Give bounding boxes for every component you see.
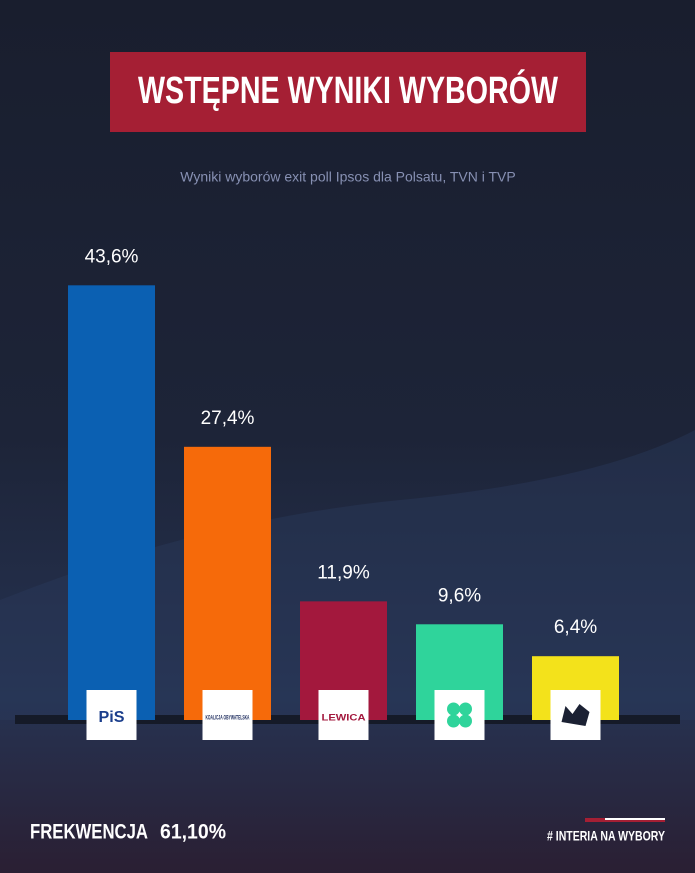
party-logo-text: KOALICJA OBYWATELSKA	[206, 716, 250, 722]
party-logo-text: LEWICA	[322, 712, 367, 722]
bar	[184, 446, 271, 720]
value-label: 9,6%	[438, 585, 481, 606]
value-label: 6,4%	[554, 617, 597, 638]
value-label: 43,6%	[85, 246, 139, 267]
brand: # INTERIA NA WYBORY	[547, 828, 665, 844]
background-wave	[0, 430, 695, 720]
clover-leaf	[447, 714, 460, 728]
clover-leaf	[459, 702, 472, 716]
crown-icon	[561, 704, 590, 726]
party-logo-box	[202, 690, 253, 740]
party-logo-box	[318, 690, 369, 740]
title-box	[110, 52, 586, 132]
brand-line-white	[605, 818, 665, 820]
party-logo-box	[86, 690, 137, 740]
chart-subtitle: Wyniki wyborów exit poll Ipsos dla Polsa…	[180, 169, 516, 185]
value-label: 27,4%	[201, 408, 255, 429]
turnout-value: 61,10%	[160, 821, 226, 844]
clover-leaf	[447, 702, 460, 716]
party-logo-box	[434, 690, 485, 740]
bar	[68, 285, 155, 720]
chart-title: WSTĘPNE WYNIKI WYBORÓW	[138, 68, 558, 112]
clover-leaf	[459, 714, 472, 728]
party-logo-text: PiS	[99, 709, 125, 726]
turnout-label: FREKWENCJA	[30, 821, 148, 844]
value-label: 11,9%	[317, 562, 370, 583]
